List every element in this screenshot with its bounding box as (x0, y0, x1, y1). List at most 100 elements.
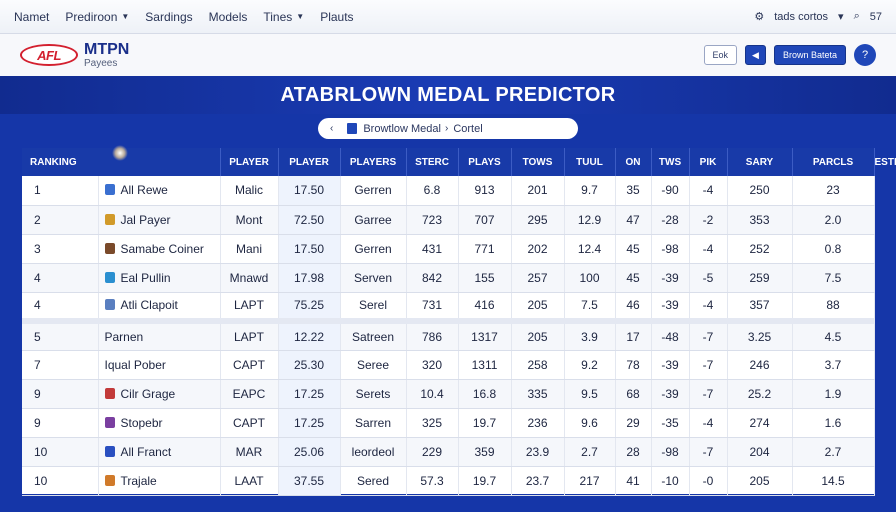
player-name-cell[interactable]: Cilr Grage (98, 379, 221, 409)
column-header[interactable]: PLAYER (220, 148, 279, 176)
stat-cell: 259 (727, 263, 793, 293)
logo-text: MTPN Payees (84, 40, 130, 69)
selector-suffix: Cortel (453, 122, 483, 135)
stat-cell: -90 (651, 176, 690, 206)
logo-line-2: Payees (84, 57, 118, 69)
share-icon-button[interactable]: ◀ (745, 45, 766, 65)
table-header-row: RANKING PLAYER PLAYER PLAYERS STERC PLAYS TOWS… (22, 148, 896, 176)
stat-cell: EAPC (220, 379, 279, 409)
stat-cell: 57.3 (406, 466, 459, 496)
stat-cell: 17.50 (278, 234, 341, 264)
player-name-cell[interactable]: Atli Clapoit (98, 292, 221, 322)
nav-item-6[interactable]: Plauts (320, 10, 353, 24)
table-row[interactable]: 9 Cilr Grage EAPC 17.25 Serets 10.4 16.8 335 9.5… (22, 379, 875, 409)
stat-cell: 23.7 (511, 466, 565, 496)
table-row[interactable]: 4 Eal Pullin Mnawd 17.98 Serven 842 155 257 100 4… (22, 263, 875, 293)
nav-item-4[interactable]: Models (209, 10, 248, 24)
table-row[interactable]: 10 Trajale LAAT 37.55 Sered 57.3 19.7 23.7 217 41… (22, 466, 875, 496)
rank-cell: 2 (22, 205, 99, 235)
stat-cell: 10.4 (406, 379, 459, 409)
stat-cell: Serets (340, 379, 407, 409)
stat-cell: 4.5 (792, 318, 875, 351)
stat-cell: -48 (651, 318, 690, 351)
stat-cell: 9.6 (564, 408, 616, 438)
help-icon[interactable]: ? (854, 44, 876, 66)
chevron-right-icon: › (444, 123, 449, 134)
table-row[interactable]: 3 Samabe Coiner Mani 17.50 Gerren 431 771 202 12… (22, 234, 875, 264)
stat-cell: 7.5 (792, 263, 875, 293)
stat-cell: leordeol (340, 437, 407, 467)
column-header[interactable]: TWS (651, 148, 690, 176)
column-header[interactable]: PLAYERS (340, 148, 407, 176)
column-header[interactable]: PARCLS (792, 148, 875, 176)
stat-cell: Malic (220, 176, 279, 206)
table-row[interactable]: 4 Atli Clapoit LAPT 75.25 Serel 731 416 205 7.5 4… (22, 292, 875, 322)
stat-cell: 12.22 (278, 318, 341, 351)
stat-cell: 1.9 (792, 379, 875, 409)
stat-cell: 252 (727, 234, 793, 264)
nav-label: Tines (263, 9, 293, 24)
settings-icon[interactable]: ⚙ (754, 11, 765, 23)
column-header[interactable]: ON (615, 148, 652, 176)
rank-cell: 10 (22, 466, 99, 496)
stat-cell: 258 (511, 350, 565, 380)
column-header[interactable]: TOWS (511, 148, 565, 176)
nav-right-text[interactable]: tads cortos (774, 10, 829, 23)
column-header[interactable]: SARY (727, 148, 793, 176)
stat-cell: Gerren (340, 234, 407, 264)
table-row[interactable]: 7 Iqual Pober CAPT 25.30 Seree 320 1311 258 9.2 7… (22, 350, 875, 380)
nav-item-3[interactable]: Sardings (145, 10, 192, 24)
site-header: AFL MTPN Payees Eok ◀ Brown Bateta ? (0, 34, 896, 76)
stat-cell: 913 (458, 176, 512, 206)
stat-cell: -7 (689, 350, 728, 380)
team-icon (104, 242, 115, 254)
stat-cell: -39 (651, 263, 690, 293)
logo-line-1: MTPN (84, 40, 130, 58)
column-header[interactable]: PIK (689, 148, 728, 176)
chevron-left-icon[interactable]: ‹ (330, 123, 334, 134)
stat-cell: -0 (689, 466, 728, 496)
player-name-cell[interactable]: Jal Payer (98, 205, 221, 235)
selector-wrap: ‹ Browtlow Medal › Cortel (0, 118, 896, 140)
title-band: ATABRLOWN MEDAL PREDICTOR (0, 76, 896, 114)
stat-cell: 12.9 (564, 205, 616, 235)
nav-item-5[interactable]: Tines ▼ (263, 10, 304, 24)
player-name-cell[interactable]: Eal Pullin (98, 263, 221, 293)
stat-cell: 2.7 (792, 437, 875, 467)
player-name-cell[interactable]: Stopebr (98, 408, 221, 438)
column-header[interactable]: PLAYER (278, 148, 341, 176)
stat-cell: 9.2 (564, 350, 616, 380)
player-name-cell[interactable]: Trajale (98, 466, 221, 496)
player-name-cell[interactable]: All Rewe (98, 176, 221, 206)
column-header[interactable]: TUUL (564, 148, 616, 176)
player-name-cell[interactable]: Iqual Pober (98, 350, 221, 380)
team-icon (104, 445, 115, 457)
stat-cell: 335 (511, 379, 565, 409)
nav-item-1[interactable]: Namet (14, 10, 49, 24)
column-header[interactable]: STERC (406, 148, 459, 176)
table-row[interactable]: 1 All Rewe Malic 17.50 Gerren 6.8 913 201 9.7 35-… (22, 176, 875, 206)
player-name: Trajale (120, 473, 157, 488)
search-icon[interactable]: ⌕ (853, 10, 860, 22)
player-name-cell[interactable]: Samabe Coiner (98, 234, 221, 264)
table-row[interactable]: 2 Jal Payer Mont 72.50 Garree 723 707 295 12.9 47… (22, 205, 875, 235)
table-row[interactable]: 9 Stopebr CAPT 17.25 Sarren 325 19.7 236 9.6 29 -3… (22, 408, 875, 438)
stat-cell: 205 (511, 318, 565, 351)
logo[interactable]: AFL MTPN Payees (20, 40, 130, 69)
column-header[interactable]: PLAYS (458, 148, 512, 176)
outline-button[interactable]: Eok (703, 45, 738, 65)
table-row[interactable]: 5 Parnen LAPT 12.22 Satreen 786 1317 205 3.9 17 -4… (22, 318, 875, 351)
player-name-cell[interactable]: Parnen (98, 318, 221, 351)
stat-cell: 35 (615, 176, 652, 206)
player-name-cell[interactable]: All Franct (98, 437, 221, 467)
nav-item-2[interactable]: Prediroon ▼ (65, 10, 129, 24)
stat-cell: 0.8 (792, 234, 875, 264)
primary-button[interactable]: Brown Bateta (773, 45, 846, 65)
medal-selector[interactable]: ‹ Browtlow Medal › Cortel (318, 118, 578, 139)
team-icon (104, 387, 115, 399)
table-row[interactable]: 10 All Franct MAR 25.06 leordeol 229 359 23.9 2.… (22, 437, 875, 467)
stat-cell: 19.7 (458, 466, 512, 496)
stat-cell: 707 (458, 205, 512, 235)
stat-cell: -7 (689, 437, 728, 467)
chevron-down-icon[interactable]: ▾ (838, 11, 844, 23)
